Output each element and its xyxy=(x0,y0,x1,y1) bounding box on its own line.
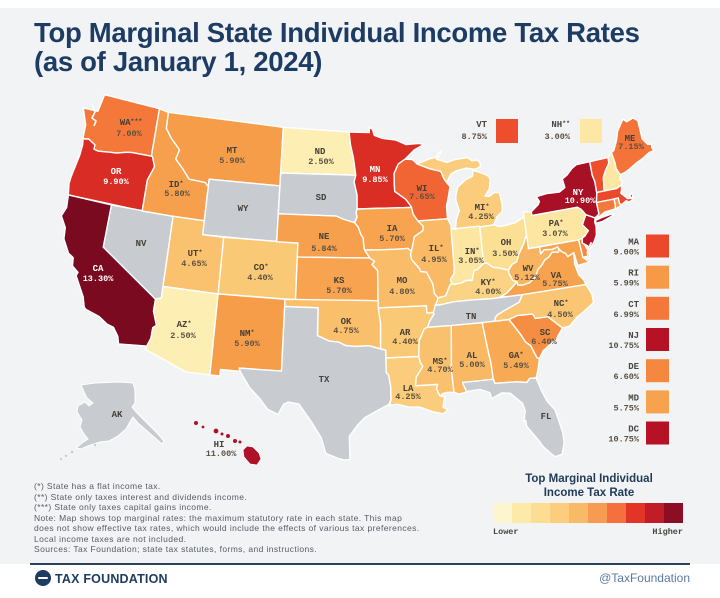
svg-text:10.75%: 10.75% xyxy=(608,435,640,445)
svg-text:5.84%: 5.84% xyxy=(311,244,337,254)
svg-text:5.00%: 5.00% xyxy=(459,360,485,370)
svg-text:MD: MD xyxy=(628,393,639,403)
svg-text:AZ*: AZ* xyxy=(177,320,192,330)
svg-text:NY: NY xyxy=(573,188,584,198)
svg-text:MA: MA xyxy=(628,238,639,248)
svg-text:4.40%: 4.40% xyxy=(247,273,273,283)
svg-text:OK: OK xyxy=(341,317,352,327)
svg-text:5.70%: 5.70% xyxy=(326,286,352,296)
svg-text:WA***: WA*** xyxy=(120,118,143,128)
svg-text:OR: OR xyxy=(111,167,122,177)
svg-text:IN*: IN* xyxy=(465,247,480,257)
svg-text:FL: FL xyxy=(541,412,552,422)
svg-text:SD: SD xyxy=(316,193,327,203)
svg-text:DC: DC xyxy=(628,425,639,435)
svg-text:3.00%: 3.00% xyxy=(544,132,570,142)
svg-text:5.80%: 5.80% xyxy=(164,189,190,199)
svg-text:6.40%: 6.40% xyxy=(531,337,557,347)
svg-text:MT: MT xyxy=(227,146,238,156)
svg-text:4.50%: 4.50% xyxy=(547,310,573,320)
svg-text:5.99%: 5.99% xyxy=(613,279,639,289)
svg-text:VA: VA xyxy=(551,271,562,281)
svg-text:AK: AK xyxy=(112,410,123,420)
svg-text:MN: MN xyxy=(370,165,381,175)
svg-text:CA: CA xyxy=(93,264,104,274)
svg-text:ME: ME xyxy=(625,134,636,144)
svg-text:ID*: ID* xyxy=(169,180,184,190)
svg-text:NE: NE xyxy=(319,232,330,242)
svg-text:NH**: NH** xyxy=(551,120,570,130)
svg-text:9.85%: 9.85% xyxy=(362,175,388,185)
svg-text:Lower: Lower xyxy=(493,527,519,537)
svg-text:3.05%: 3.05% xyxy=(458,256,484,266)
svg-text:KY*: KY* xyxy=(481,278,496,288)
svg-text:9.90%: 9.90% xyxy=(103,177,129,187)
svg-text:SC: SC xyxy=(540,328,551,338)
svg-text:4.95%: 4.95% xyxy=(421,255,447,265)
svg-text:GA*: GA* xyxy=(509,351,524,361)
svg-text:OH: OH xyxy=(501,238,512,248)
svg-text:9.00%: 9.00% xyxy=(613,248,639,258)
svg-text:AR: AR xyxy=(400,328,411,338)
svg-text:WY: WY xyxy=(238,204,249,214)
svg-text:IA: IA xyxy=(387,224,398,234)
svg-text:13.30%: 13.30% xyxy=(83,274,115,284)
svg-text:ND: ND xyxy=(315,147,326,157)
svg-text:7.15%: 7.15% xyxy=(618,142,644,152)
svg-text:6.99%: 6.99% xyxy=(613,310,639,320)
svg-text:HI: HI xyxy=(214,440,225,450)
svg-text:TX: TX xyxy=(319,375,330,385)
svg-text:TN: TN xyxy=(466,312,477,322)
svg-text:NM*: NM* xyxy=(240,329,255,339)
svg-text:4.25%: 4.25% xyxy=(395,392,421,402)
svg-text:NJ: NJ xyxy=(628,331,639,341)
svg-text:5.12%: 5.12% xyxy=(514,273,540,283)
svg-text:RI: RI xyxy=(628,269,639,279)
svg-text:5.75%: 5.75% xyxy=(542,279,568,289)
svg-text:KS: KS xyxy=(334,276,345,286)
svg-text:6.60%: 6.60% xyxy=(613,372,639,382)
svg-text:10.90%: 10.90% xyxy=(565,196,597,206)
svg-text:2.50%: 2.50% xyxy=(308,157,334,167)
svg-text:7.65%: 7.65% xyxy=(409,192,435,202)
svg-text:11.00%: 11.00% xyxy=(206,449,238,459)
svg-text:AL: AL xyxy=(467,351,478,361)
svg-text:8.75%: 8.75% xyxy=(461,132,487,142)
svg-text:3.07%: 3.07% xyxy=(542,229,568,239)
svg-text:WV: WV xyxy=(523,264,534,274)
svg-text:4.80%: 4.80% xyxy=(389,287,415,297)
svg-text:LA: LA xyxy=(403,384,414,394)
svg-text:4.25%: 4.25% xyxy=(468,212,494,222)
svg-text:4.40%: 4.40% xyxy=(392,337,418,347)
svg-text:5.70%: 5.70% xyxy=(379,234,405,244)
svg-text:MS*: MS* xyxy=(433,357,448,367)
svg-text:DE: DE xyxy=(628,362,639,372)
svg-text:4.70%: 4.70% xyxy=(427,365,453,375)
svg-text:UT*: UT* xyxy=(188,249,203,259)
svg-text:Higher: Higher xyxy=(652,527,683,537)
svg-text:WI: WI xyxy=(417,184,428,194)
svg-text:7.00%: 7.00% xyxy=(116,129,142,139)
svg-text:MO: MO xyxy=(397,276,408,286)
svg-text:3.50%: 3.50% xyxy=(492,249,518,259)
svg-text:PA*: PA* xyxy=(549,219,564,229)
svg-text:IL*: IL* xyxy=(429,244,444,254)
svg-text:4.75%: 4.75% xyxy=(333,326,359,336)
svg-text:5.49%: 5.49% xyxy=(503,361,529,371)
svg-text:Income Tax Rate: Income Tax Rate xyxy=(544,487,635,499)
svg-text:5.90%: 5.90% xyxy=(219,156,245,166)
svg-text:CO*: CO* xyxy=(254,263,269,273)
svg-text:CT: CT xyxy=(628,300,639,310)
svg-text:MI*: MI* xyxy=(475,203,490,213)
svg-text:4.65%: 4.65% xyxy=(181,259,207,269)
svg-text:5.90%: 5.90% xyxy=(234,339,260,349)
svg-text:VT: VT xyxy=(476,120,487,130)
svg-text:4.00%: 4.00% xyxy=(475,287,501,297)
svg-text:NC*: NC* xyxy=(554,299,569,309)
svg-text:2.50%: 2.50% xyxy=(170,331,196,341)
svg-text:Top Marginal Individual: Top Marginal Individual xyxy=(525,473,653,485)
svg-text:10.75%: 10.75% xyxy=(608,341,640,351)
svg-text:NV: NV xyxy=(136,239,147,249)
svg-text:5.75%: 5.75% xyxy=(613,403,639,413)
